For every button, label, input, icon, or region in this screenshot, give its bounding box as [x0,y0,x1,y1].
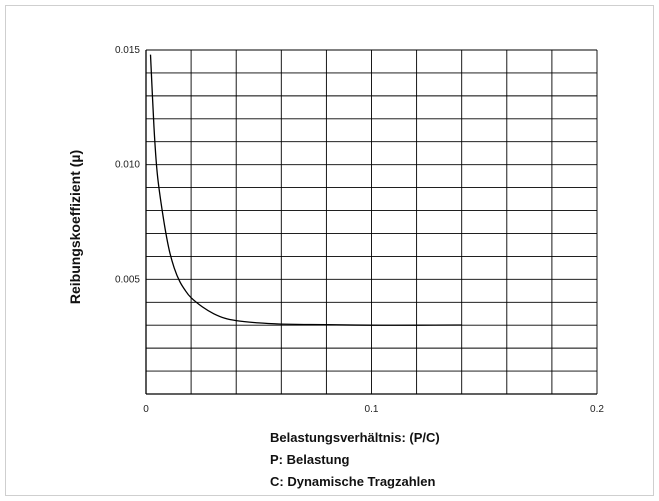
x-tick-label: 0 [143,404,149,415]
y-axis-label: Reibungskoeffizient (µ) [67,150,83,304]
note-c-dynamische-tragzahlen: C: Dynamische Tragzahlen [270,474,435,489]
y-tick-label: 0.015 [115,45,140,56]
y-tick-label: 0.005 [115,274,140,285]
y-tick-label: 0.010 [115,160,140,171]
x-tick-label: 0.2 [590,404,604,415]
series-line [149,54,462,326]
grid [145,49,598,395]
series [149,54,462,326]
x-axis-label: Belastungsverhältnis: (P/C) [270,430,440,445]
axes [145,50,597,395]
x-tick-label: 0.1 [365,404,379,415]
note-p-belastung: P: Belastung [270,452,350,467]
chart-frame [5,5,654,496]
tick-labels: 0 0.1 0.2 0.005 0.010 0.015 [115,45,604,415]
